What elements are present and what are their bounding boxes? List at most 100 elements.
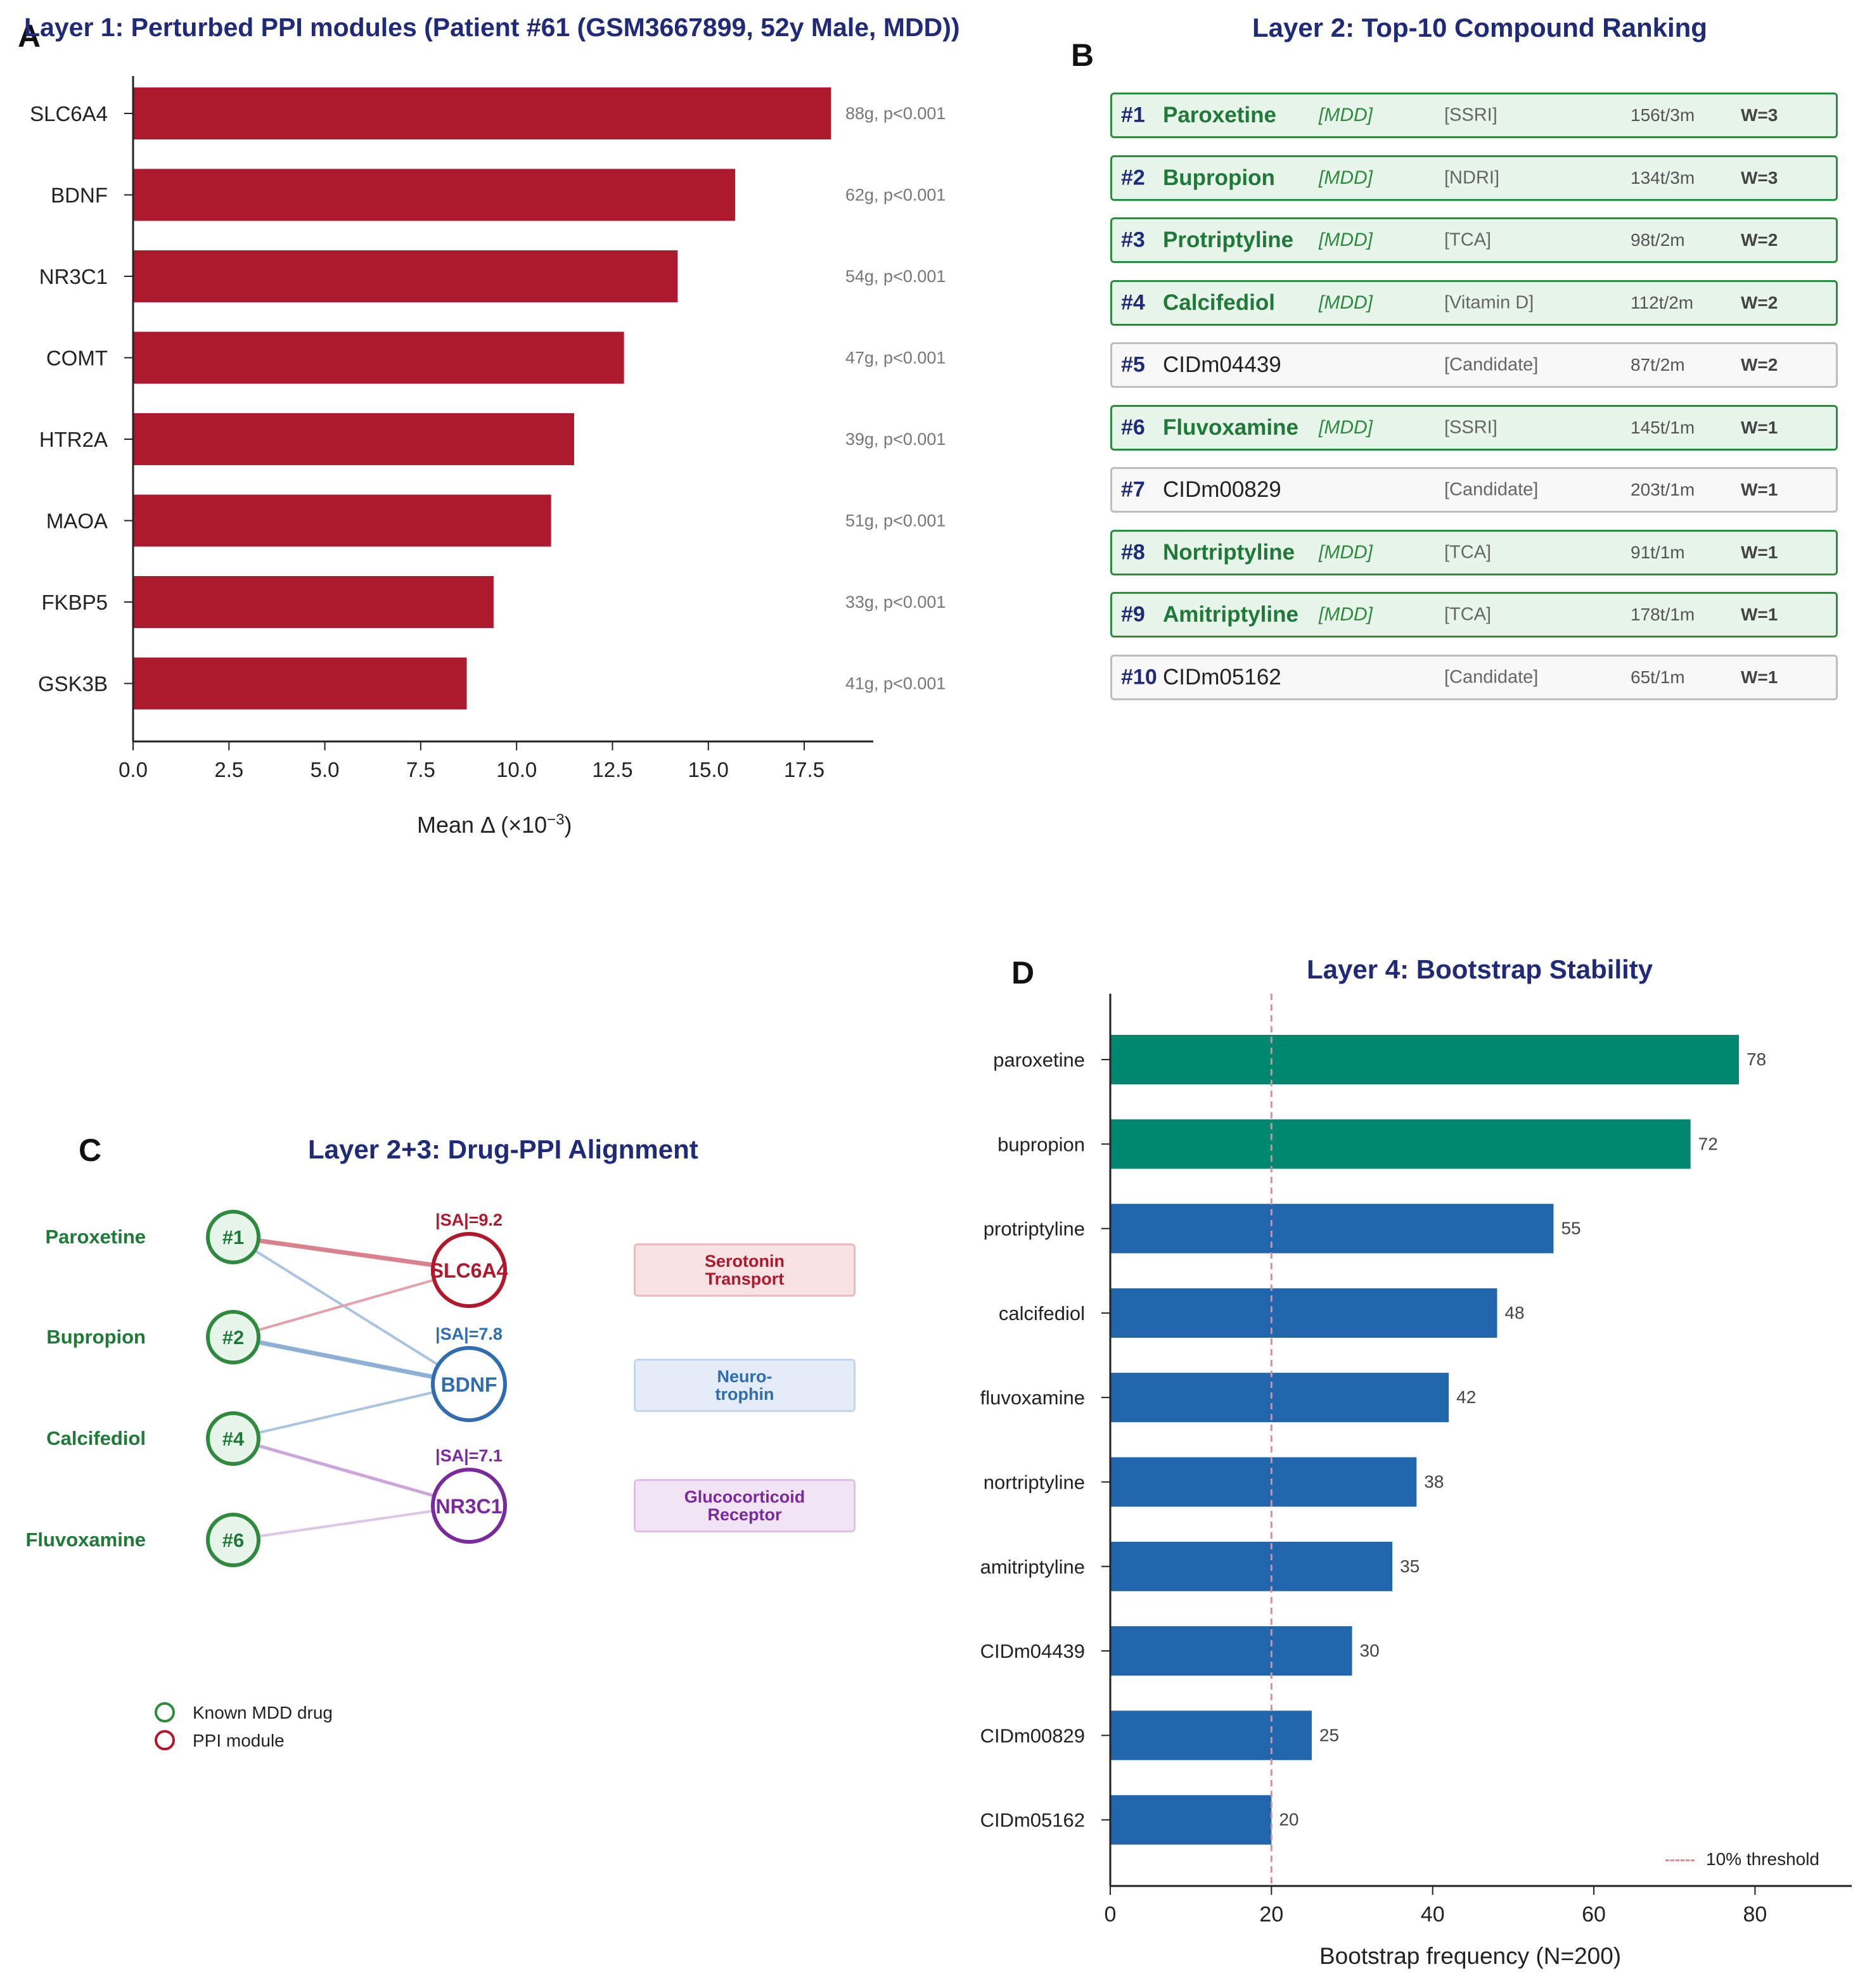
y-tick-label: CIDm00829 (980, 1724, 1085, 1747)
y-tick-label: SLC6A4 (30, 102, 108, 125)
module-sa-score: |SA|=7.1 (435, 1446, 503, 1465)
bar-value-label: 78 (1747, 1049, 1766, 1069)
compound-name: CIDm05162 (1163, 664, 1281, 689)
x-tick-label: 40 (1421, 1902, 1445, 1927)
bar-annotation: 39g, p<0.001 (845, 430, 946, 449)
legend-drug-marker (155, 1702, 175, 1722)
alignment-edge (232, 1269, 470, 1338)
x-tick-label: 60 (1582, 1902, 1606, 1927)
module-bar-bdnf (133, 169, 736, 221)
compound-name: Fluvoxamine (1163, 414, 1298, 440)
ranking-row: #2 Bupropion [MDD] [NDRI] 134t/3m W=3 (1110, 155, 1838, 201)
alignment-edge (231, 1234, 471, 1273)
indication-tag: [MDD] (1319, 416, 1373, 438)
weight-badge: W=3 (1741, 167, 1778, 188)
y-tick-label: CIDm04439 (980, 1640, 1085, 1662)
drug-node-rank: #4 (222, 1428, 245, 1450)
bar-annotation: 41g, p<0.001 (845, 674, 946, 693)
bar-value-label: 35 (1400, 1556, 1420, 1576)
bar-annotation: 47g, p<0.001 (845, 349, 946, 368)
rank-number: #8 (1121, 540, 1145, 564)
legend-module-label: PPI module (193, 1731, 285, 1750)
target-stats: 203t/1m (1631, 480, 1695, 499)
x-tick-label: 2.5 (214, 758, 243, 781)
drug-label: Bupropion (46, 1326, 146, 1348)
weight-badge: W=1 (1741, 417, 1778, 437)
rank-number: #1 (1121, 103, 1145, 127)
x-tick-label: 10.0 (496, 758, 537, 781)
x-tick-label: 7.5 (406, 758, 435, 781)
module-sa-score: |SA|=9.2 (435, 1210, 503, 1229)
class-tag: [TCA] (1444, 604, 1492, 625)
target-stats: 91t/1m (1631, 542, 1685, 562)
target-stats: 156t/3m (1631, 105, 1695, 125)
y-tick-label: HTR2A (39, 428, 108, 451)
ranking-row: #10 CIDm05162 [Candidate] 65t/1m W=1 (1110, 654, 1838, 700)
y-tick-label: nortriptyline (984, 1472, 1085, 1494)
alignment-edge (231, 1335, 471, 1387)
stability-bar-bupropion (1110, 1119, 1691, 1169)
weight-badge: W=1 (1741, 667, 1778, 687)
indication-tag: [MDD] (1319, 541, 1373, 563)
class-tag: [Vitamin D] (1444, 292, 1534, 312)
class-tag: [NDRI] (1444, 167, 1499, 188)
weight-badge: W=1 (1741, 542, 1778, 562)
stability-bar-cidm04439 (1110, 1626, 1352, 1676)
indication-tag: [MDD] (1319, 292, 1373, 313)
alignment-edge (232, 1236, 470, 1385)
panel-a-letter: A (18, 18, 41, 54)
y-tick-label: amitriptyline (980, 1556, 1085, 1578)
module-bar-gsk3b (133, 657, 467, 710)
drug-node-rank: #6 (222, 1529, 244, 1551)
y-tick-label: GSK3B (38, 672, 108, 696)
panel-a-xlabel-text: Mean Δ (×10 (417, 812, 548, 838)
compound-name: Paroxetine (1163, 103, 1276, 127)
panel-c-title: Layer 2+3: Drug-PPI Alignment (308, 1134, 698, 1164)
ranking-row: #1 Paroxetine [MDD] [SSRI] 156t/3m W=3 (1110, 93, 1838, 138)
x-tick-label: 80 (1743, 1902, 1767, 1927)
module-bar-fkbp5 (133, 576, 494, 628)
target-stats: 98t/2m (1631, 230, 1685, 250)
legend-module-marker (155, 1730, 175, 1750)
bar-value-label: 25 (1319, 1725, 1339, 1745)
bar-value-label: 38 (1424, 1472, 1444, 1492)
alignment-edge (231, 1437, 471, 1508)
drug-label: Fluvoxamine (25, 1529, 146, 1551)
module-bar-maoa (133, 494, 551, 547)
module-bar-nr3c1 (133, 250, 678, 302)
weight-badge: W=1 (1741, 605, 1778, 624)
y-tick-label: paroxetine (993, 1049, 1085, 1071)
compound-name: Amitriptyline (1163, 602, 1298, 627)
ranking-row: #9 Amitriptyline [MDD] [TCA] 178t/1m W=1 (1110, 592, 1838, 638)
ranking-row: #8 Nortriptyline [MDD] [TCA] 91t/1m W=1 (1110, 529, 1838, 575)
class-tag: [TCA] (1444, 229, 1492, 250)
compound-name: Bupropion (1163, 165, 1275, 190)
weight-badge: W=2 (1741, 292, 1778, 312)
module-node-label: SLC6A4 (430, 1259, 508, 1282)
x-tick-label: 20 (1259, 1902, 1283, 1927)
y-tick-label: NR3C1 (39, 265, 108, 288)
y-tick-label: bupropion (997, 1133, 1085, 1155)
panel-d-xlabel: Bootstrap frequency (N=200) (1319, 1943, 1622, 1969)
compound-name: CIDm00829 (1163, 477, 1281, 502)
class-tag: [TCA] (1444, 542, 1492, 562)
module-node (431, 1346, 507, 1422)
class-tag: [Candidate] (1444, 354, 1539, 375)
rank-number: #7 (1121, 477, 1145, 502)
module-sa-score: |SA|=7.8 (435, 1324, 503, 1344)
bar-annotation: 62g, p<0.001 (845, 186, 946, 205)
bar-value-label: 20 (1279, 1810, 1298, 1830)
bar-value-label: 30 (1360, 1641, 1380, 1660)
target-stats: 65t/1m (1631, 667, 1685, 687)
ranking-row: #6 Fluvoxamine [MDD] [SSRI] 145t/1m W=1 (1110, 404, 1838, 451)
stability-bar-cidm00829 (1110, 1710, 1312, 1760)
drug-node (206, 1513, 260, 1567)
panel-b-title: Layer 2: Top-10 Compound Ranking (1252, 13, 1707, 42)
x-tick-label: 12.5 (592, 758, 632, 781)
weight-badge: W=3 (1741, 105, 1778, 125)
y-tick-label: MAOA (46, 510, 108, 533)
target-stats: 134t/3m (1631, 167, 1695, 188)
